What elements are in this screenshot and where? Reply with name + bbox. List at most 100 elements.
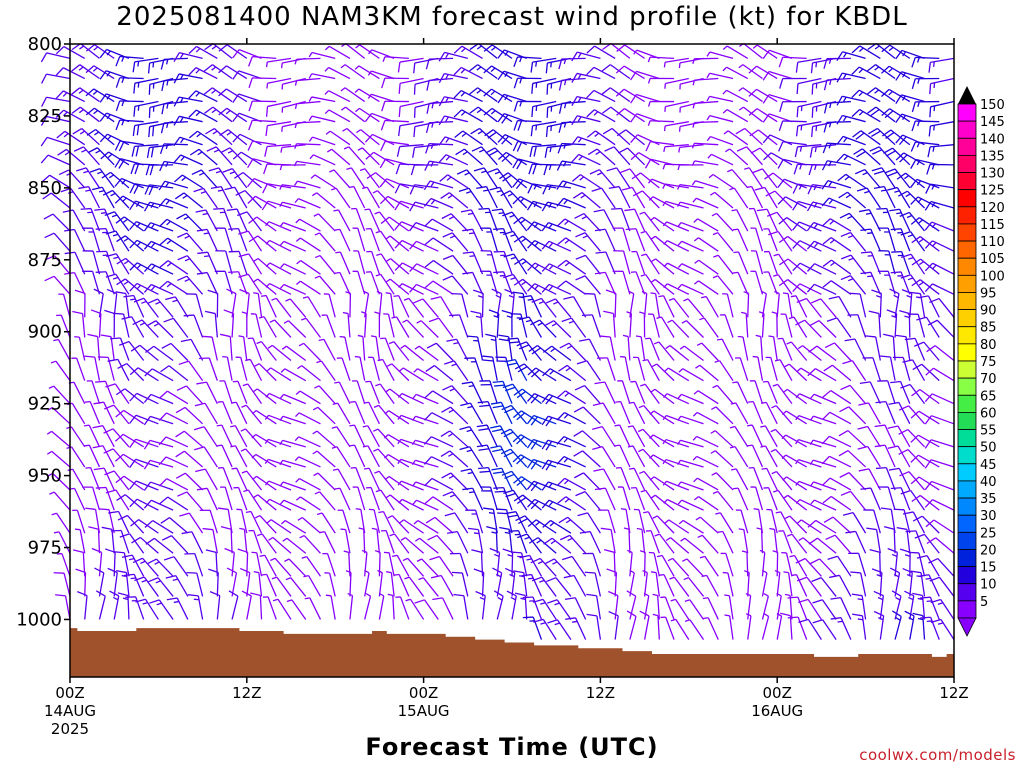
wind-barb [485,333,498,361]
wind-barb [727,169,749,189]
wind-barb [491,208,513,232]
wind-barb [696,342,719,361]
wind-barb [900,383,926,405]
wind-barb [237,211,263,232]
wind-barb [381,77,409,89]
wind-barb [663,283,690,295]
wind-barb [265,239,292,252]
wind-barb [280,263,307,275]
wind-barb [247,140,277,151]
wind-barb [72,127,100,146]
wind-barb [95,590,106,620]
wind-barb [516,341,542,361]
wind-barb [748,207,764,232]
wind-barb [56,553,71,577]
wind-barb [503,253,528,275]
wind-barb [557,390,587,405]
wind-barb [692,121,719,128]
wind-barb [438,136,469,146]
wind-barb [143,393,174,405]
wind-barb [403,297,425,318]
wind-barb [571,174,601,189]
wind-barb [365,271,381,295]
wind-barb [521,573,543,597]
wind-barb [265,282,292,295]
wind-barb [732,228,749,252]
wind-barb [365,380,381,404]
wind-barb [295,237,321,252]
wind-barb [129,438,159,449]
credit-link[interactable]: coolwx.com/models [859,746,1016,764]
wind-barb [462,251,484,275]
wind-barb [145,537,174,554]
colorbar-label: 85 [980,321,997,336]
wind-barb [460,209,484,232]
wind-barb [924,499,955,511]
wind-barb [294,456,321,468]
wind-barb [294,143,321,149]
wind-barb [133,297,159,318]
wind-barb [331,187,351,209]
wind-barb [158,218,189,232]
wind-barb [617,380,631,404]
wind-barb [724,594,734,620]
wind-barb [779,77,807,89]
wind-barb [512,140,542,152]
wind-barb [326,148,351,166]
wind-barb [350,400,366,425]
wind-barb [74,336,86,361]
wind-barb [314,232,336,252]
wind-barb [143,415,174,426]
wind-barb [295,412,321,425]
wind-barb [216,444,233,468]
wind-barb [461,381,484,404]
wind-barb [762,113,793,123]
wind-barb [761,613,770,640]
wind-barb [556,197,586,209]
colorbar-swatch [957,120,977,139]
colorbar-swatch [957,394,977,413]
wind-barb [176,213,204,232]
wind-barb [391,316,410,338]
wind-barb [647,77,675,84]
wind-barb [188,67,218,80]
wind-barb [900,274,926,295]
y-tick-label: 975 [28,538,62,559]
wind-barb [187,594,204,620]
wind-barb [809,320,837,338]
wind-barb [647,100,675,107]
wind-barb [71,357,86,381]
wind-barb [430,296,454,318]
wind-barb [376,290,383,318]
colorbar-label: 80 [980,338,997,353]
wind-barb [80,207,101,232]
wind-barb [866,87,896,103]
wind-barb [706,135,734,146]
wind-barb [438,115,468,126]
wind-barb [784,363,808,382]
wind-barb [44,255,71,275]
wind-barb [773,489,793,511]
wind-barb [781,410,808,425]
wind-barb [47,406,71,425]
wind-barb [822,280,852,295]
wind-barb [514,592,528,620]
wind-barb [446,338,469,361]
wind-barb [663,144,689,152]
wind-barb [280,519,307,534]
wind-barb [654,533,675,554]
wind-barb [279,393,306,405]
wind-barb [564,597,587,620]
wind-barb [409,222,439,232]
wind-barb [432,597,454,620]
wind-barb [504,567,516,597]
wind-barb [912,592,926,620]
wind-barb [399,519,424,534]
wind-barb [842,512,867,534]
wind-barb [424,390,454,405]
wind-barb [294,121,321,129]
wind-barb [345,570,352,597]
wind-barb [738,87,763,103]
wind-barb [492,380,513,404]
wind-barb [251,410,277,425]
